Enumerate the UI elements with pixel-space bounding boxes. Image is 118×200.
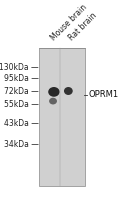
Text: 95kDa —: 95kDa — <box>4 74 39 83</box>
Text: OPRM1: OPRM1 <box>88 90 118 99</box>
Text: 55kDa —: 55kDa — <box>4 100 39 109</box>
Text: 34kDa —: 34kDa — <box>4 140 39 149</box>
Text: 43kDa —: 43kDa — <box>4 119 39 128</box>
Text: 72kDa —: 72kDa — <box>4 87 39 96</box>
Ellipse shape <box>48 87 60 97</box>
Ellipse shape <box>49 98 57 104</box>
Ellipse shape <box>64 87 73 95</box>
Bar <box>39 48 85 186</box>
Text: 130kDa —: 130kDa — <box>0 63 39 72</box>
Text: Mouse brain: Mouse brain <box>49 3 88 42</box>
Text: Rat brain: Rat brain <box>67 11 99 42</box>
